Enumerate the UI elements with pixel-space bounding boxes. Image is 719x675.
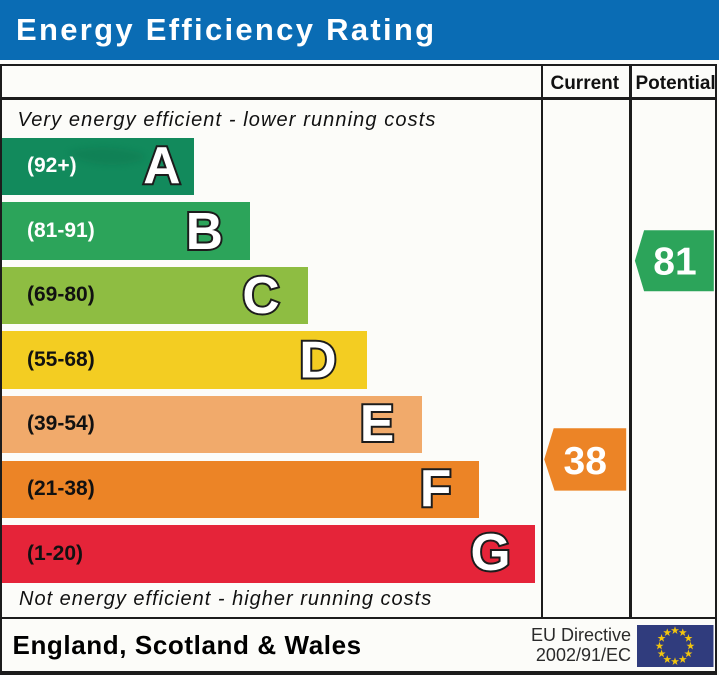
svg-text:38: 38 bbox=[564, 440, 607, 483]
svg-text:81: 81 bbox=[653, 241, 696, 284]
svg-text:F: F bbox=[420, 459, 451, 517]
svg-text:D: D bbox=[299, 331, 336, 389]
svg-text:G: G bbox=[470, 523, 510, 581]
svg-text:C: C bbox=[242, 266, 279, 324]
svg-text:B: B bbox=[186, 202, 223, 260]
svg-text:E: E bbox=[360, 394, 394, 452]
svg-text:A: A bbox=[143, 136, 180, 194]
